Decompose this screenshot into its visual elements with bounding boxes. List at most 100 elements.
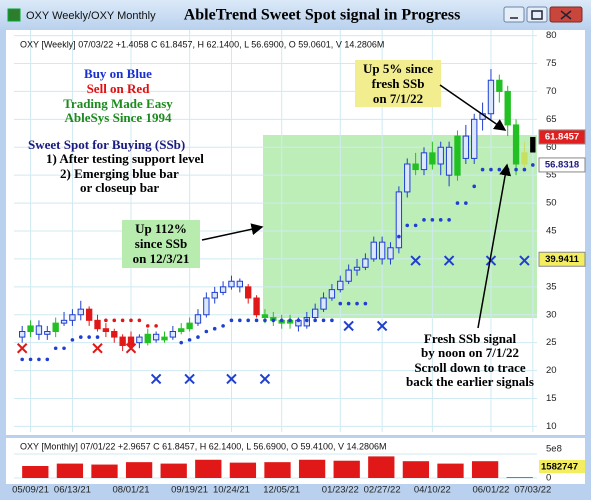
volume-bar bbox=[437, 463, 464, 478]
support-dot bbox=[246, 318, 251, 323]
price-label: 61.8457 bbox=[545, 131, 579, 142]
candle-body bbox=[471, 118, 478, 159]
price-label: 56.8318 bbox=[545, 159, 579, 170]
minimize-button[interactable] bbox=[503, 6, 525, 23]
y-tick-label: 0 bbox=[546, 473, 551, 484]
x-tick-label: 06/13/21 bbox=[54, 485, 91, 496]
note: Up 5% since bbox=[363, 61, 433, 76]
x-mark bbox=[343, 320, 354, 332]
x-tick-label: 06/01/22 bbox=[472, 485, 509, 496]
support-dot bbox=[279, 318, 284, 323]
candle-body bbox=[169, 331, 177, 338]
support-dot bbox=[238, 318, 242, 323]
y-tick-label: 45 bbox=[546, 226, 557, 237]
volume-bar bbox=[264, 462, 291, 478]
candle-body bbox=[353, 266, 361, 271]
resistance-dot bbox=[137, 318, 142, 323]
title-bar bbox=[0, 0, 591, 30]
window-buttons[interactable] bbox=[503, 6, 583, 23]
candle-body bbox=[328, 289, 336, 299]
resistance-dot bbox=[145, 324, 150, 328]
candle-body bbox=[52, 322, 59, 332]
note: on 7/1/22 bbox=[373, 91, 423, 106]
x-mark bbox=[485, 255, 497, 266]
note: Fresh SSb signal bbox=[424, 331, 517, 346]
y-tick-label: 75 bbox=[546, 58, 557, 69]
candle-body bbox=[404, 163, 411, 193]
note: fresh SSb bbox=[372, 76, 425, 91]
volume-bar bbox=[402, 461, 430, 478]
x-mark bbox=[226, 373, 237, 385]
support-dot bbox=[78, 335, 83, 339]
note: back the earlier signals bbox=[406, 374, 534, 389]
support-dot bbox=[447, 218, 451, 222]
candle-body bbox=[337, 280, 344, 291]
candle-body bbox=[44, 331, 51, 335]
y-tick-label: 25 bbox=[546, 337, 557, 348]
candle-body bbox=[77, 308, 84, 316]
candle-body bbox=[378, 241, 386, 260]
support-dot bbox=[330, 318, 334, 323]
y-tick-label: 50 bbox=[546, 198, 557, 209]
support-dot bbox=[346, 301, 351, 306]
support-dot bbox=[221, 324, 225, 328]
support-dot bbox=[531, 163, 535, 167]
y-tick-label: 10 bbox=[546, 421, 557, 432]
arrow bbox=[439, 84, 507, 131]
y-tick-label: 20 bbox=[546, 365, 557, 376]
candle-body bbox=[437, 146, 444, 165]
support-dot bbox=[430, 218, 435, 222]
x-tick-label: 05/09/21 bbox=[12, 485, 49, 496]
candle-body bbox=[504, 90, 511, 126]
note: Up 112% bbox=[135, 221, 187, 236]
volume-bar bbox=[506, 477, 533, 478]
support-dot bbox=[514, 167, 518, 172]
candle-body bbox=[236, 280, 244, 288]
support-dot bbox=[355, 301, 359, 306]
x-tick-label: 01/23/22 bbox=[322, 485, 359, 496]
support-dot bbox=[405, 223, 410, 228]
candle-body bbox=[144, 333, 151, 344]
y-tick-label: 65 bbox=[546, 114, 557, 125]
candle-body bbox=[462, 135, 470, 159]
x-mark bbox=[125, 343, 137, 354]
support-dot bbox=[229, 318, 234, 323]
x-mark bbox=[16, 343, 28, 354]
candle-body bbox=[320, 297, 327, 310]
x-mark bbox=[184, 373, 195, 385]
y-tick-label: 30 bbox=[546, 309, 557, 320]
candle-body bbox=[94, 319, 101, 330]
support-dot bbox=[413, 223, 418, 228]
arrow bbox=[477, 163, 512, 329]
candle-body bbox=[211, 291, 218, 299]
legend-notes: Buy on Blue Sell on Red Trading Made Eas… bbox=[63, 66, 173, 125]
x-mark bbox=[410, 255, 421, 266]
resistance-dot bbox=[104, 318, 108, 323]
y-tick-label: 55 bbox=[546, 170, 557, 181]
x-mark bbox=[92, 343, 103, 354]
tab-title: OXY Weekly/OXY Monthly bbox=[26, 10, 156, 22]
x-tick-label: 08/01/21 bbox=[113, 485, 150, 496]
volume-bar bbox=[368, 456, 395, 478]
candle-body bbox=[370, 241, 377, 260]
y-tick-label: 5e8 bbox=[546, 444, 562, 455]
support-dot bbox=[489, 167, 493, 172]
support-dot bbox=[313, 318, 317, 323]
support-dot bbox=[304, 318, 309, 323]
candle-body bbox=[496, 79, 503, 92]
candle-body bbox=[530, 136, 536, 153]
candle-body bbox=[203, 297, 210, 316]
support-dot bbox=[422, 218, 426, 222]
x-tick-label: 04/10/22 bbox=[414, 485, 451, 496]
support-dot bbox=[87, 335, 91, 339]
note: by noon on 7/1/22 bbox=[421, 345, 519, 360]
support-dot bbox=[522, 167, 527, 172]
support-dot bbox=[480, 167, 485, 172]
candle-body bbox=[228, 280, 235, 288]
volume-bar bbox=[22, 466, 49, 478]
candle-body bbox=[487, 79, 495, 115]
volume-bar bbox=[91, 464, 118, 478]
support-dot bbox=[212, 326, 217, 331]
x-tick-label: 10/24/21 bbox=[213, 485, 250, 496]
candle-body bbox=[186, 322, 193, 330]
